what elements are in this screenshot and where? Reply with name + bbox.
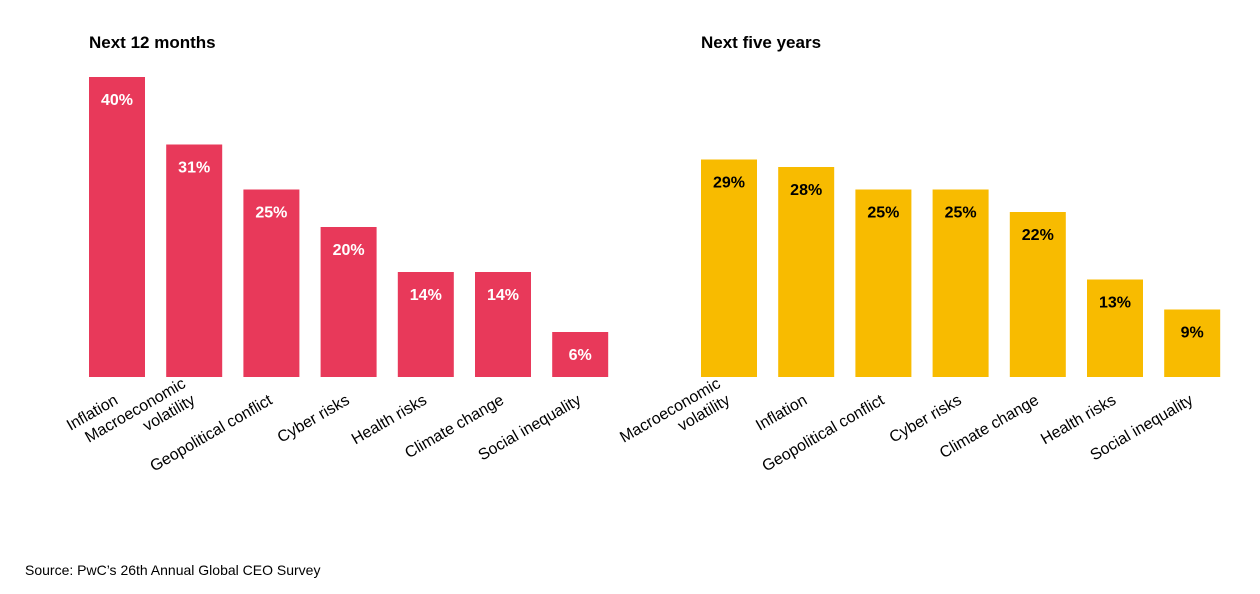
chart-next-five-years: Next five years 29% Macroeconomicvolatili… <box>617 33 1221 475</box>
bar-value-label: 22% <box>1022 227 1054 244</box>
bar <box>552 332 609 377</box>
bar-value-label: 31% <box>178 160 210 177</box>
source-note: Source: PwC’s 26th Annual Global CEO Sur… <box>25 562 321 578</box>
bar <box>89 77 145 377</box>
bar-value-label: 14% <box>410 287 442 304</box>
bar <box>855 189 912 377</box>
bar-value-label: 28% <box>790 182 822 199</box>
category-label: Cyber risks <box>275 392 353 447</box>
bar <box>320 227 377 377</box>
bar-value-label: 20% <box>333 242 365 259</box>
bar-value-label: 14% <box>487 287 519 304</box>
bar-value-label: 40% <box>101 92 133 109</box>
category-label: Macroeconomicvolatility <box>617 375 733 463</box>
bar <box>1087 279 1143 377</box>
category-label: Inflation <box>753 392 810 435</box>
chart-next-12-months: Next 12 months 40%Inflation31%Macroecono… <box>64 33 609 475</box>
bar <box>243 189 300 377</box>
chart-title: Next 12 months <box>89 33 216 52</box>
bar-value-label: 25% <box>867 205 899 222</box>
bar <box>701 159 757 377</box>
bar-value-label: 6% <box>569 347 592 364</box>
bar-value-label: 13% <box>1099 295 1131 312</box>
chart-title: Next five years <box>701 33 821 52</box>
bar <box>475 272 531 377</box>
bar <box>1009 212 1066 377</box>
bar-value-label: 25% <box>945 205 977 222</box>
bar <box>1164 309 1221 377</box>
bar <box>932 189 989 377</box>
bar-value-label: 9% <box>1181 325 1204 342</box>
bar <box>397 272 454 377</box>
bar-value-label: 25% <box>255 205 287 222</box>
bar <box>166 144 223 377</box>
bar-value-label: 29% <box>713 175 745 192</box>
bar <box>778 167 835 377</box>
